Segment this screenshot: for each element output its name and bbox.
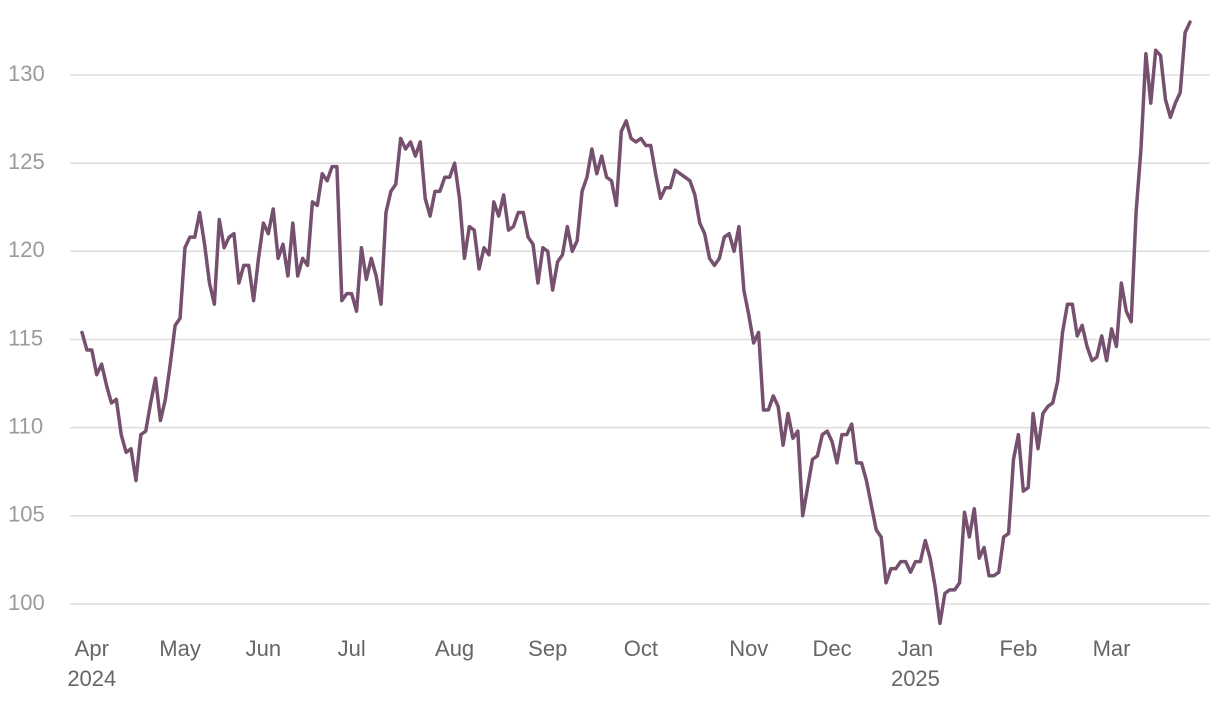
x-tick-label: Nov <box>729 636 769 661</box>
price-line <box>80 20 1192 626</box>
y-tick-label: 110 <box>8 413 43 438</box>
y-tick-label: 130 <box>8 61 45 86</box>
y-tick-label: 125 <box>8 149 45 174</box>
y-tick-label: 105 <box>8 502 45 527</box>
x-tick-label: Sep <box>528 636 568 661</box>
x-tick-label: Mar <box>1092 636 1131 661</box>
x-tick-label: Feb <box>999 636 1038 661</box>
x-tick-label: Dec <box>812 636 852 661</box>
y-tick-label: 120 <box>8 237 45 262</box>
x-tick-label: Jul <box>337 636 366 661</box>
y-tick-label: 100 <box>8 590 45 615</box>
x-tick-label: Aug <box>435 636 475 661</box>
y-tick-label: 115 <box>8 325 43 350</box>
x-tick-label: May <box>159 636 201 661</box>
x-tick-label: Jan 2025 <box>890 636 940 691</box>
x-tick-label: Oct <box>623 636 658 661</box>
x-tick-label: Apr 2024 <box>67 636 117 691</box>
x-tick-label: Jun <box>245 636 282 661</box>
